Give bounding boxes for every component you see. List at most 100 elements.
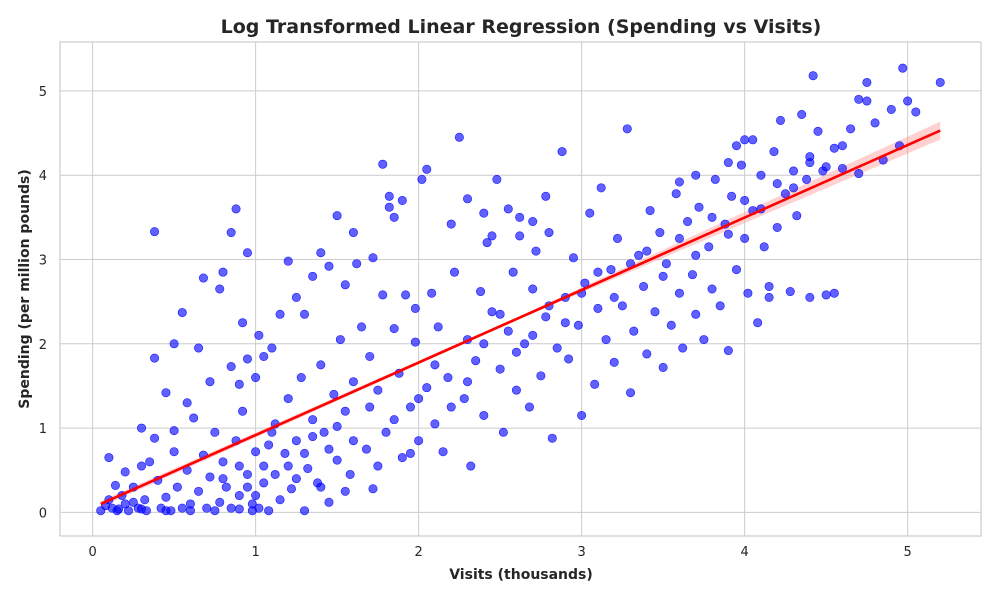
scatter-point [609,292,619,302]
scatter-point [361,444,371,454]
scatter-point [140,495,150,505]
y-tick-label: 4 [39,169,47,184]
scatter-point [704,242,714,252]
scatter-point [373,461,383,471]
scatter-point [251,491,261,501]
scatter-point [524,402,534,412]
scatter-point [291,436,301,446]
scatter-point [642,246,652,256]
scatter-point [259,478,269,488]
scatter-point [503,326,513,336]
scatter-point [829,288,839,298]
scatter-point [736,160,746,170]
scatter-point [723,346,733,356]
scatter-point [495,364,505,374]
scatter-point [221,482,231,492]
scatter-point [479,410,489,420]
scatter-point [805,292,815,302]
scatter-point [205,377,215,387]
scatter-point [727,191,737,201]
y-tick-label: 3 [39,253,47,268]
scatter-point [805,158,815,168]
scatter-point [449,267,459,277]
scatter-point [169,339,179,349]
scatter-point [658,271,668,281]
scatter-point [476,287,486,297]
scatter-point [508,267,518,277]
scatter-point [674,288,684,298]
scatter-point [854,94,864,104]
scatter-point [381,427,391,437]
scatter-point [731,265,741,275]
scatter-point [645,206,655,216]
scatter-point [764,292,774,302]
scatter-point [446,402,456,412]
scatter-point [316,360,326,370]
scatter-point [785,287,795,297]
scatter-point [515,212,525,222]
scatter-point [205,472,215,482]
scatter-point [357,322,367,332]
scatter-point [373,385,383,395]
scatter-point [935,77,945,87]
scatter-point [789,166,799,176]
scatter-point [410,303,420,313]
scatter-point [544,228,554,238]
scatter-point [234,379,244,389]
scatter-point [560,318,570,328]
scatter-point [226,228,236,238]
scatter-point [846,124,856,134]
scatter-point [743,288,753,298]
scatter-point [661,259,671,269]
scatter-point [466,461,476,471]
scatter-point [247,506,257,516]
scatter-point [430,360,440,370]
scatter-point [259,461,269,471]
scatter-point [837,141,847,151]
scatter-point [275,309,285,319]
scatter-point [862,96,872,106]
scatter-point [691,309,701,319]
scatter-point [177,308,187,318]
scatter-point [683,217,693,227]
scatter-point [231,204,241,214]
scatter-point [332,421,342,431]
y-axis-label: Spending (per million pounds) [17,169,33,409]
scatter-point [707,212,717,222]
scatter-point [238,318,248,328]
scatter-point [593,267,603,277]
scatter-point [150,227,160,237]
scatter-point [740,135,750,145]
scatter-point [634,250,644,260]
scatter-point [308,415,318,425]
x-tick-labels: 0 1 2 3 4 5 [88,545,911,560]
scatter-point [150,433,160,443]
scatter-point [332,211,342,221]
scatter-point [389,324,399,334]
scatter-point [378,159,388,169]
scatter-point [658,362,668,372]
scatter-point [324,261,334,271]
scatter-point [487,231,497,241]
scatter-point [194,343,204,353]
scatter-point [479,339,489,349]
scatter-point [137,461,147,471]
x-tick-label: 3 [577,545,585,560]
scatter-point [495,309,505,319]
scatter-point [300,309,310,319]
scatter-point [389,212,399,222]
scatter-point [687,270,697,280]
scatter-point [215,284,225,294]
scatter-point [487,307,497,317]
scatter-point [169,447,179,457]
scatter-point [123,506,133,516]
scatter-point [792,211,802,221]
scatter-point [797,109,807,119]
scatter-point [886,104,896,114]
scatter-point [612,233,622,243]
scatter-point [780,189,790,199]
scatter-point [345,469,355,479]
x-tick-label: 4 [740,545,748,560]
scatter-point [694,202,704,212]
scatter-point [482,238,492,248]
